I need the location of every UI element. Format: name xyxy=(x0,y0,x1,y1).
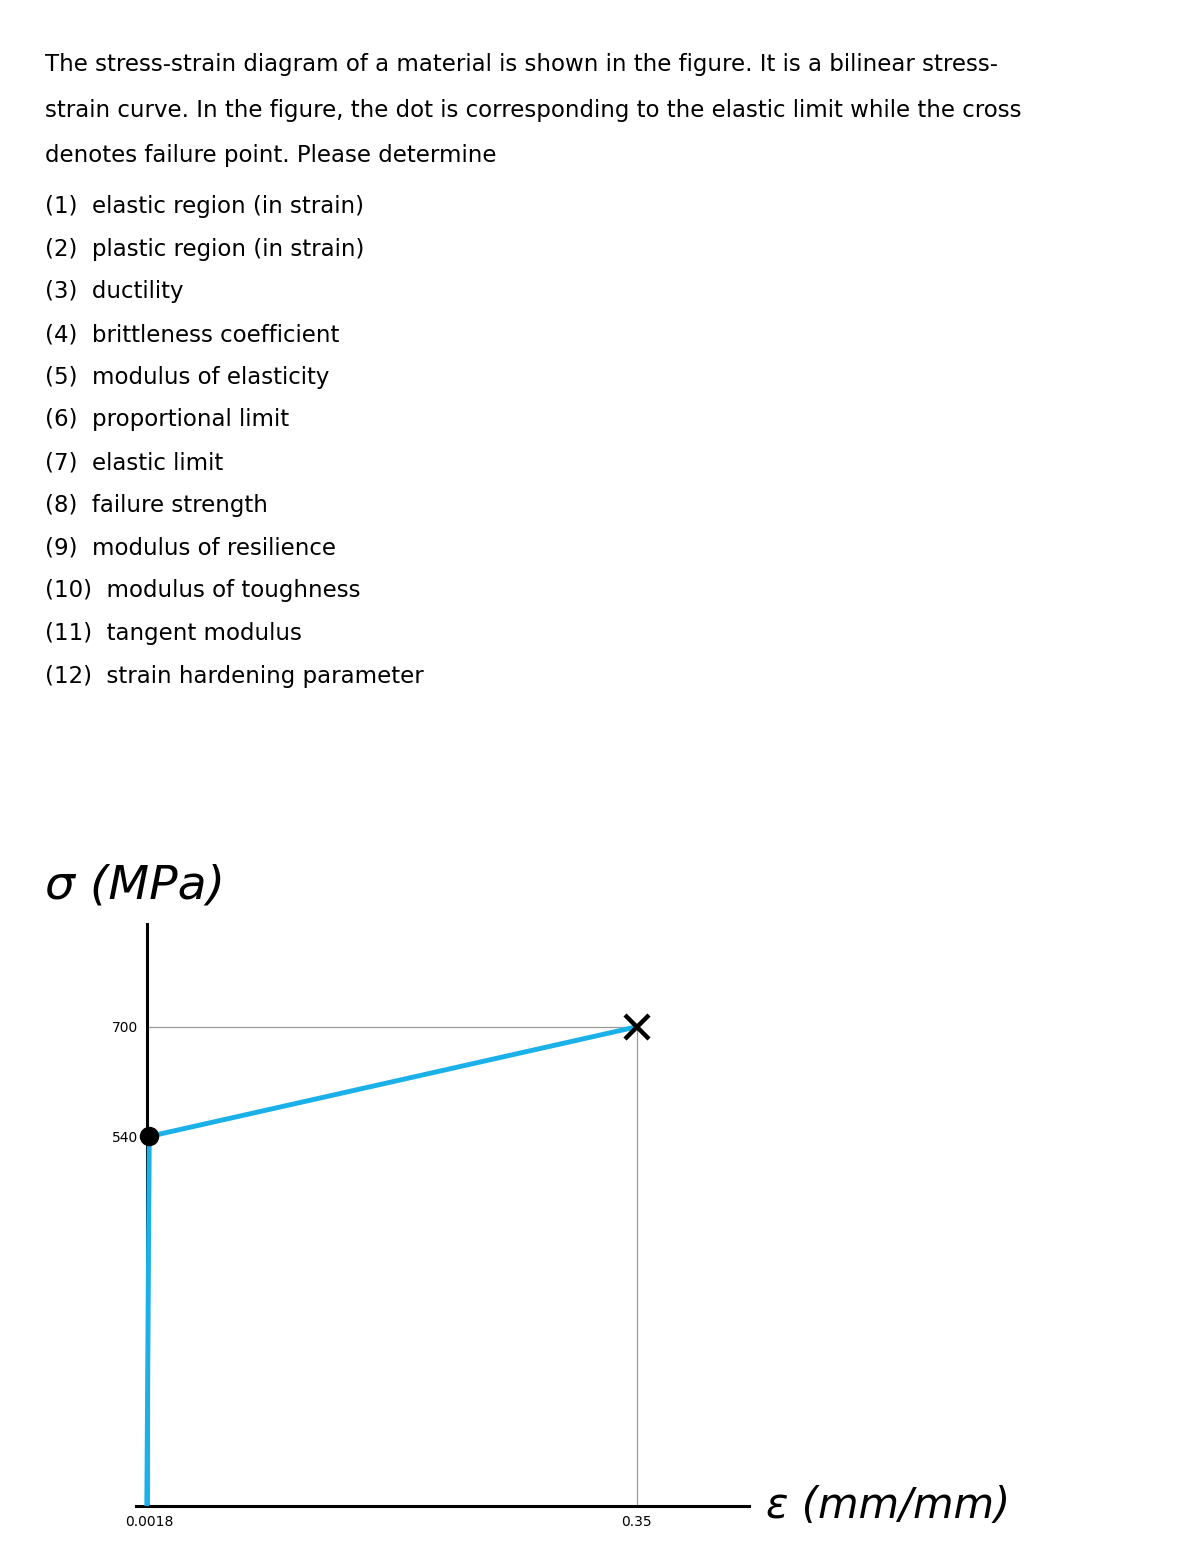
Text: strain curve. In the figure, the dot is corresponding to the elastic limit while: strain curve. In the figure, the dot is … xyxy=(45,99,1021,121)
Text: (1)  elastic region (in strain): (1) elastic region (in strain) xyxy=(45,194,364,217)
Text: (9)  modulus of resilience: (9) modulus of resilience xyxy=(45,536,336,559)
Text: (4)  brittleness coefficient: (4) brittleness coefficient xyxy=(45,323,340,346)
Text: (5)  modulus of elasticity: (5) modulus of elasticity xyxy=(45,365,329,388)
Text: (10)  modulus of toughness: (10) modulus of toughness xyxy=(45,579,361,603)
Text: (3)  ductility: (3) ductility xyxy=(45,280,183,303)
Text: (6)  proportional limit: (6) proportional limit xyxy=(45,408,289,432)
Text: ε (mm/mm): ε (mm/mm) xyxy=(766,1485,1010,1528)
Text: (8)  failure strength: (8) failure strength xyxy=(45,494,268,517)
Text: (2)  plastic region (in strain): (2) plastic region (in strain) xyxy=(45,238,364,261)
Text: (11)  tangent modulus: (11) tangent modulus xyxy=(45,621,302,644)
Text: The stress-strain diagram of a material is shown in the figure. It is a bilinear: The stress-strain diagram of a material … xyxy=(45,53,997,76)
Text: (7)  elastic limit: (7) elastic limit xyxy=(45,450,223,474)
Text: (12)  strain hardening parameter: (12) strain hardening parameter xyxy=(45,665,423,688)
Text: σ (MPa): σ (MPa) xyxy=(45,863,225,909)
Text: denotes failure point. Please determine: denotes failure point. Please determine xyxy=(45,144,496,168)
